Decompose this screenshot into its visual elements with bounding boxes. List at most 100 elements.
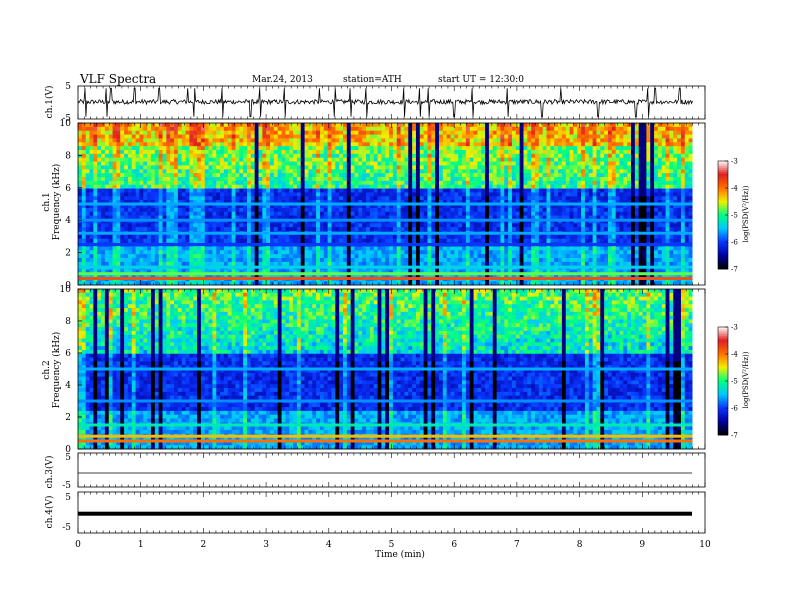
spectrogram-cell (85, 134, 90, 139)
ch1-voltage-trace (77, 87, 693, 118)
spectrogram-cell (454, 207, 459, 213)
spectrogram-cell (565, 196, 570, 201)
spectrogram-cell (78, 130, 83, 135)
spectrogram-cell (308, 200, 313, 205)
spectrogram-cell (208, 223, 213, 228)
spectrogram-cell (389, 177, 394, 182)
spectrogram-cell (147, 153, 152, 159)
spectrogram-cell (450, 138, 455, 143)
spectrogram-cell (454, 211, 459, 216)
spectrogram-cell (473, 188, 478, 193)
spectrogram-cell (127, 165, 133, 170)
spectrogram-cell (139, 200, 144, 205)
spectrogram-cell (358, 153, 363, 159)
spectrogram-cell (342, 204, 348, 209)
spectrogram-cell (677, 134, 682, 139)
spectrogram-cell (558, 234, 563, 240)
figure-title: VLF Spectra (79, 72, 156, 86)
spectrogram-cell (120, 234, 125, 240)
spectrogram-cell (235, 196, 240, 201)
spectrogram-cell (596, 146, 601, 151)
spectrogram-cell (277, 130, 282, 135)
spectrogram-cell (504, 184, 509, 189)
spectrogram-cell (323, 180, 329, 186)
spectrogram-cell (389, 146, 394, 151)
spectrogram-cell (604, 161, 609, 166)
spectrogram-cell (227, 177, 233, 182)
spectrogram-cell (377, 204, 382, 209)
spectrogram-cell (220, 134, 225, 139)
spectrogram-cell (319, 153, 325, 159)
spectrogram-cell (404, 184, 409, 189)
spectrogram-cell (277, 169, 282, 174)
spectrogram-cell (85, 215, 90, 220)
spectrogram-cell (158, 196, 163, 201)
spectrogram-cell (561, 188, 567, 193)
spectrogram-cell (366, 180, 371, 186)
spectrogram-cell (112, 204, 117, 209)
spectrogram-cell (97, 146, 102, 151)
spectrogram-cell (266, 169, 271, 174)
spectrogram-cell (216, 234, 221, 240)
spectrogram-cell (619, 134, 624, 139)
spectrogram-cell (661, 207, 666, 213)
spectrogram-cell (166, 173, 171, 178)
spectrogram-cell (331, 130, 336, 135)
spectrogram-cell (150, 138, 156, 143)
spectrogram-cell (688, 126, 693, 132)
spectrogram-cell (116, 192, 121, 197)
spectrogram-cell (208, 180, 213, 186)
spectrogram-cell (258, 238, 263, 243)
spectrogram-cell (592, 184, 597, 189)
spectrogram-cell (431, 204, 436, 209)
spectrogram-cell (246, 134, 252, 139)
spectrogram-cell (216, 215, 221, 220)
spectrogram-cell (458, 238, 463, 243)
spectrogram-cell (515, 207, 521, 213)
spectrogram-cell (116, 211, 121, 216)
spectrogram-cell (431, 134, 436, 139)
spectrogram-cell (223, 146, 229, 151)
spectrogram-cell (634, 165, 640, 170)
spectrogram-cell (270, 188, 275, 193)
spectrogram-cell (684, 126, 690, 132)
spectrogram-cell (673, 123, 678, 128)
spectrogram-cell (550, 134, 555, 139)
spectrogram-cell (631, 150, 636, 155)
spectrogram-cell (127, 138, 133, 143)
spectrogram-cell (654, 177, 659, 182)
spectrogram-cell (515, 227, 521, 232)
spectrogram-cell (373, 211, 378, 216)
spectrogram-cell (415, 123, 421, 128)
spectrogram-cell (400, 188, 405, 193)
spectrogram-cell (673, 146, 678, 151)
spectrogram-cell (300, 227, 305, 232)
spectrogram-cell (508, 215, 513, 220)
spectrogram-cell (289, 180, 294, 186)
spectrogram-cell (577, 192, 582, 197)
spectrogram-cell (458, 146, 463, 151)
spectrogram-cell (511, 200, 517, 205)
spectrogram-cell (216, 150, 221, 155)
spectrogram-cell (89, 184, 94, 189)
spectrogram-cell (150, 126, 156, 132)
spectrogram-cell (527, 207, 532, 213)
spectrogram-cell (442, 200, 448, 205)
spectrogram-cell (108, 169, 113, 174)
spectrogram-cell (131, 207, 137, 213)
spectrogram-cell (166, 138, 171, 143)
spectrogram-cell (250, 200, 256, 205)
spectrogram-cell (565, 134, 570, 139)
spectrogram-cell (631, 153, 636, 159)
spectrogram-cell (584, 146, 590, 151)
spectrogram-cell (277, 134, 282, 139)
spectrogram-cell (181, 215, 186, 220)
spectrogram-cell (439, 234, 444, 240)
spectrogram-cell (246, 188, 252, 193)
spectrogram-cell (373, 123, 378, 128)
spectrogram-cell (465, 196, 471, 201)
spectrogram-cell (584, 204, 590, 209)
spectrogram-cell (116, 184, 121, 189)
spectrogram-cell (185, 177, 190, 182)
spectrogram-cell (112, 238, 117, 243)
